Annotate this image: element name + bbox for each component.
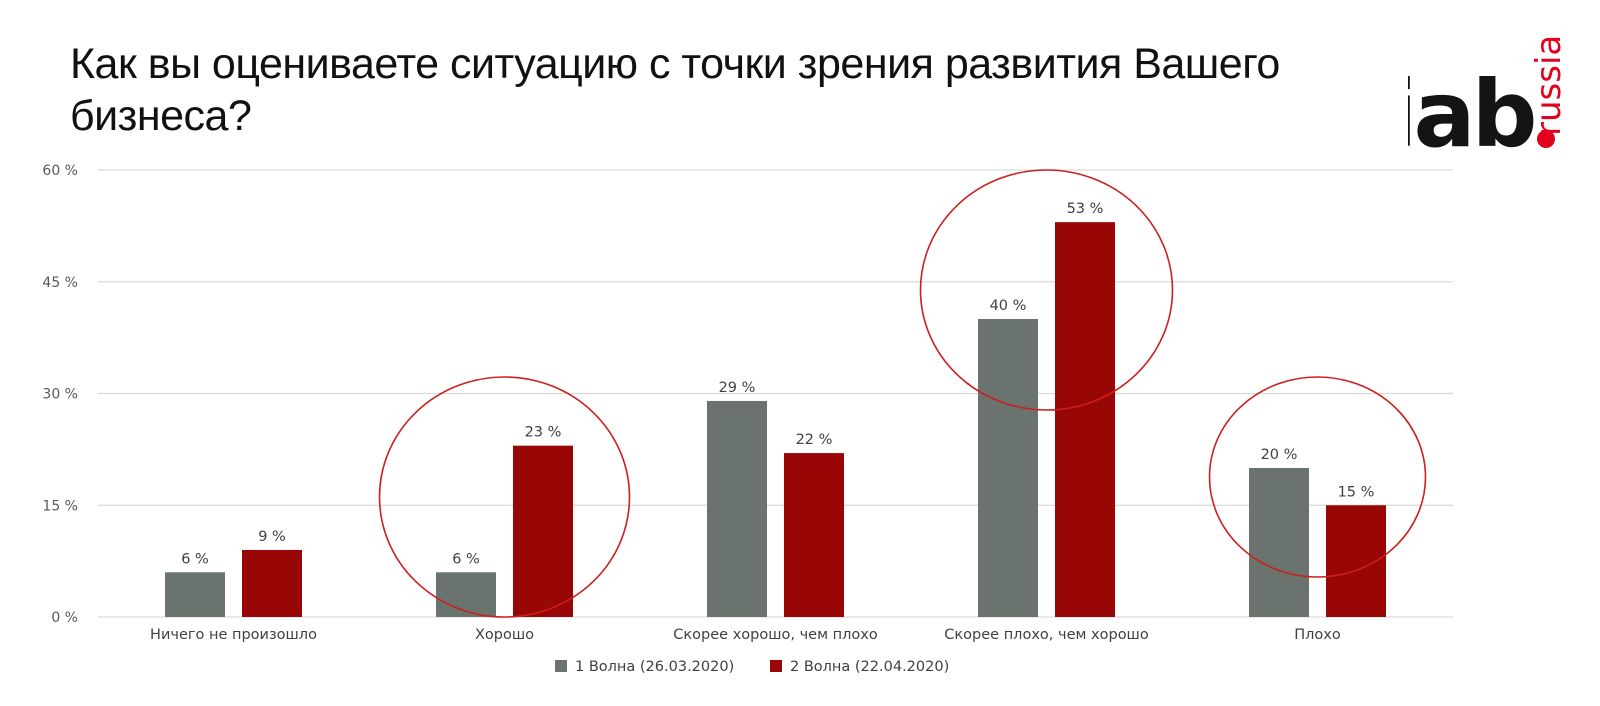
logo-dot (1537, 130, 1555, 148)
data-label: 20 % (1261, 447, 1298, 463)
data-label: 6 % (181, 551, 209, 567)
highlight-ellipse (378, 376, 631, 618)
data-labels-layer: 6 % 9 % 6 % 23 % 29 % 22 % 40 % 53 % 20 % 15 % (181, 201, 1374, 567)
bar (1055, 222, 1115, 617)
bar (242, 549, 302, 617)
legend-label: 2 Волна (22.04.2020) (790, 659, 949, 675)
bar (1249, 468, 1309, 617)
x-tick-label: Скорее плохо, чем хорошо (944, 627, 1149, 643)
y-tick-label: 60 % (42, 163, 78, 179)
data-label: 6 % (452, 551, 480, 567)
data-label: 22 % (796, 432, 833, 448)
legend-label: 1 Волна (26.03.2020) (575, 659, 734, 675)
y-tick-label: 0 % (51, 610, 78, 626)
data-label: 23 % (525, 425, 562, 441)
highlight-ellipse (1208, 376, 1427, 578)
x-tick-label: Плохо (1294, 627, 1341, 643)
bar (978, 319, 1038, 617)
data-label: 40 % (990, 298, 1027, 314)
data-label: 15 % (1338, 484, 1375, 500)
data-label: 53 % (1067, 201, 1104, 217)
grid-layer (98, 169, 1453, 618)
logo-brand: iab (1408, 61, 1534, 163)
y-tick-label: 45 % (42, 275, 78, 291)
legend: 1 Волна (26.03.2020) 2 Волна (22.04.2020) (555, 659, 949, 675)
legend-swatch (555, 660, 567, 672)
logo-suffix: russia (1529, 35, 1569, 136)
legend-swatch (770, 660, 782, 672)
bar (784, 453, 844, 617)
y-tick-label: 30 % (42, 387, 78, 403)
data-label: 29 % (719, 380, 756, 396)
highlight-ellipses (378, 169, 1427, 618)
x-tick-label: Хорошо (475, 627, 534, 643)
bar (707, 400, 767, 617)
x-tick-label: Ничего не произошло (150, 627, 317, 643)
data-label: 9 % (258, 529, 286, 545)
bar (513, 445, 573, 617)
highlight-ellipse (919, 169, 1174, 411)
bar (165, 572, 225, 617)
y-tick-label: 15 % (42, 498, 78, 514)
y-axis-ticks: 0 % 15 % 30 % 45 % 60 % (42, 163, 78, 626)
x-axis-labels: Ничего не произошло Хорошо Скорее хорошо, … (150, 627, 1341, 643)
bars-layer (165, 222, 1386, 617)
iab-russia-logo: iab russia (1408, 35, 1569, 163)
bar (436, 572, 496, 617)
x-tick-label: Скорее хорошо, чем плохо (673, 627, 878, 643)
page-title: Как вы оцениваете ситуацию с точки зрени… (70, 40, 1280, 140)
